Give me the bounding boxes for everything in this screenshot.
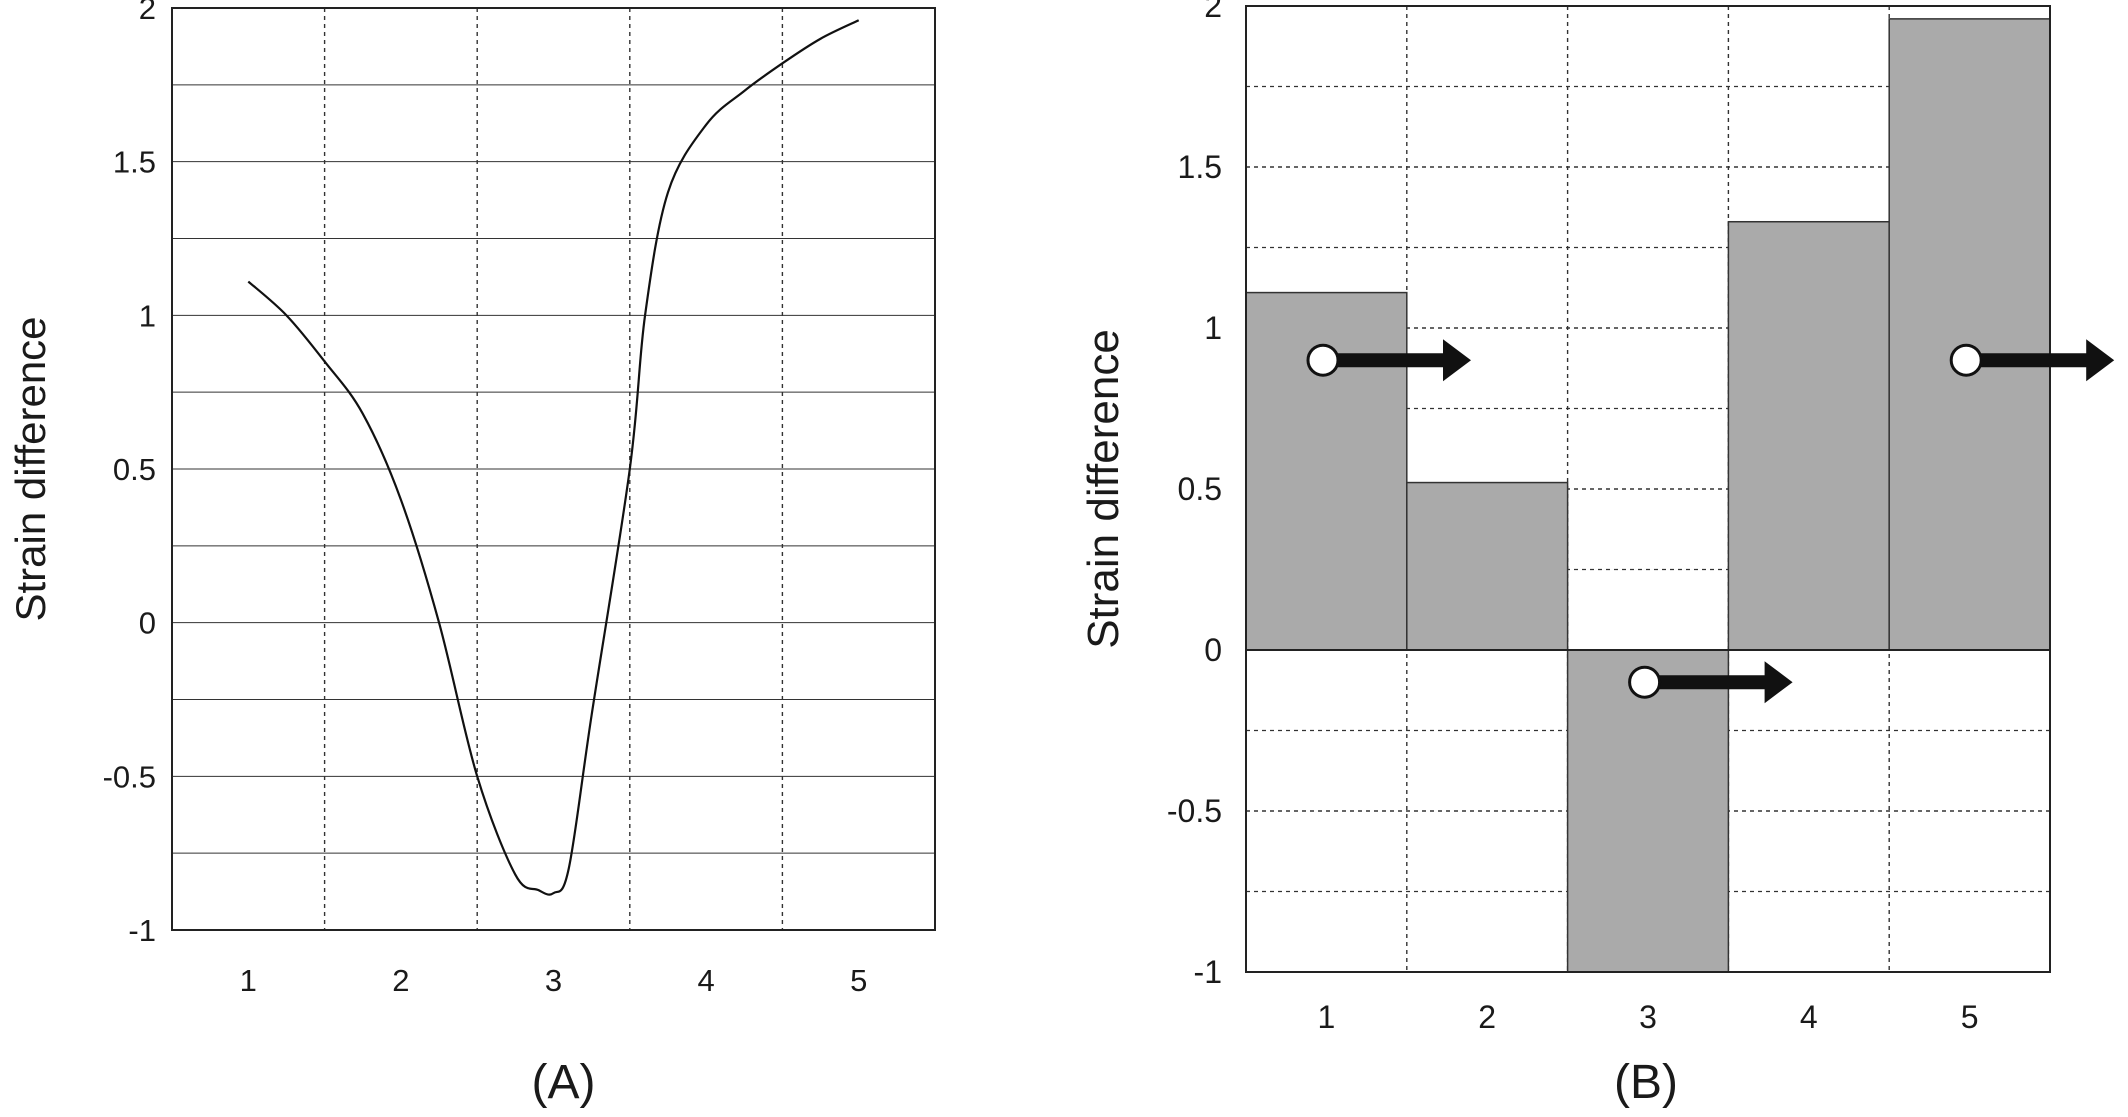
marker-circle bbox=[1628, 665, 1662, 699]
bar-4 bbox=[1727, 220, 1890, 651]
bar-2 bbox=[1406, 481, 1569, 651]
y-tick-label: -1 bbox=[128, 913, 156, 948]
x-tick-label: 2 bbox=[392, 963, 409, 998]
panel-label-b: (B) bbox=[1614, 1056, 1678, 1109]
x-tick-label: 2 bbox=[1478, 999, 1496, 1035]
plot-frame bbox=[1245, 5, 2051, 973]
y-tick-label: -1 bbox=[1194, 954, 1222, 990]
panel-a-line-chart: -1 -0.5 0 0.5 1 1.5 2 1 2 3 4 5 Strain difference (A) bbox=[7, 0, 936, 1109]
x-tick-label: 1 bbox=[240, 963, 257, 998]
y-tick-label: -0.5 bbox=[1167, 793, 1222, 829]
plot-frame bbox=[171, 7, 936, 931]
y-tick-label: 1.5 bbox=[1178, 149, 1222, 185]
y-tick-label: 1 bbox=[1204, 310, 1222, 346]
x-tick-label: 4 bbox=[697, 963, 714, 998]
x-tick-label: 3 bbox=[545, 963, 562, 998]
y-tick-label: 1.5 bbox=[113, 145, 156, 180]
y-axis-label: Strain difference bbox=[7, 316, 54, 621]
y-tick-label: -0.5 bbox=[103, 759, 156, 794]
x-tick-label: 5 bbox=[850, 963, 867, 998]
bar-5 bbox=[1888, 18, 2051, 651]
y-tick-label: 0.5 bbox=[1178, 471, 1222, 507]
y-tick-label: 2 bbox=[139, 0, 156, 26]
arrow-icon bbox=[1978, 339, 2115, 382]
x-tick-label: 5 bbox=[1961, 999, 1979, 1035]
x-tick-label: 4 bbox=[1800, 999, 1818, 1035]
marker-circle bbox=[1949, 343, 1983, 377]
x-tick-label: 3 bbox=[1639, 999, 1657, 1035]
x-tick-label: 1 bbox=[1318, 999, 1336, 1035]
y-tick-label: 2 bbox=[1204, 0, 1222, 24]
series-line bbox=[247, 19, 860, 896]
arrow-icon bbox=[1335, 339, 1471, 382]
panel-b-bar-chart: -1 -0.5 0 0.5 1 1.5 2 1 2 3 4 5 Strain difference (B) bbox=[1079, 0, 2115, 1109]
panel-label-a: (A) bbox=[532, 1056, 596, 1109]
y-axis-label: Strain difference bbox=[1079, 329, 1128, 649]
y-tick-label: 1 bbox=[139, 298, 156, 333]
y-tick-label: 0 bbox=[1204, 632, 1222, 668]
arrow-icon bbox=[1656, 661, 1793, 704]
y-tick-label: 0.5 bbox=[113, 452, 156, 487]
y-tick-label: 0 bbox=[139, 606, 156, 641]
marker-circle bbox=[1306, 343, 1340, 377]
